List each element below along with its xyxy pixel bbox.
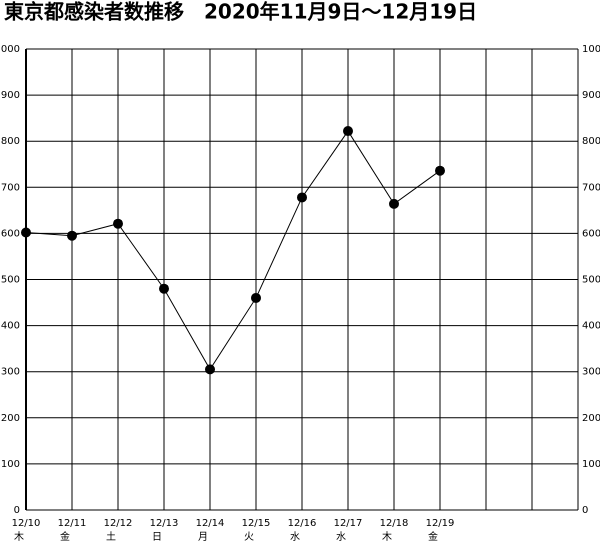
data-point xyxy=(67,230,77,241)
data-point xyxy=(113,218,123,229)
x-weekday-label: 土 xyxy=(106,530,116,542)
y-tick-label: 800 xyxy=(1,136,20,147)
x-tick-label: 12/17 xyxy=(334,518,363,529)
y-tick-label: 400 xyxy=(1,321,20,332)
y2-tick-label: 400 xyxy=(582,321,600,332)
x-tick-label: 12/16 xyxy=(288,518,317,529)
x-weekday-label: 火 xyxy=(244,531,254,542)
y-tick-label: 200 xyxy=(1,413,20,424)
x-tick-label: 12/18 xyxy=(380,518,409,529)
x-weekday-label: 水 xyxy=(290,531,300,542)
y-tick-label: 500 xyxy=(1,275,20,286)
x-tick-label: 12/12 xyxy=(104,518,133,529)
y2-tick-label: 500 xyxy=(582,275,600,286)
x-tick-label: 12/11 xyxy=(58,518,87,529)
data-point xyxy=(343,126,353,137)
y2-tick-label: 0 xyxy=(582,505,588,516)
x-tick-label: 12/10 xyxy=(12,518,41,529)
x-weekday-label: 木 xyxy=(382,531,392,542)
y2-tick-label: 900 xyxy=(582,90,600,101)
data-point xyxy=(21,227,31,238)
y-tick-label: 100 xyxy=(1,459,20,470)
x-tick-label: 12/14 xyxy=(196,518,225,529)
data-point xyxy=(205,364,215,375)
y-tick-label: 600 xyxy=(1,228,20,239)
x-weekday-label: 金 xyxy=(428,530,438,542)
y2-tick-label: 300 xyxy=(582,367,600,378)
data-point xyxy=(435,165,445,176)
x-weekday-label: 金 xyxy=(60,530,70,542)
y-tick-label: 700 xyxy=(1,182,20,193)
x-weekday-label: 水 xyxy=(336,531,346,542)
y-tick-label: 900 xyxy=(1,90,20,101)
chart-title: 東京都感染者数推移 2020年11月9日～12月19日 xyxy=(4,0,477,24)
x-weekday-label: 日 xyxy=(152,532,162,542)
y2-tick-label: 600 xyxy=(582,228,600,239)
x-tick-label: 12/13 xyxy=(150,518,179,529)
data-point xyxy=(389,198,399,209)
y2-tick-label: 100 xyxy=(582,459,600,470)
data-point xyxy=(159,283,169,294)
y-tick-label: 0 xyxy=(14,505,20,516)
data-point xyxy=(297,192,307,203)
x-weekday-label: 木 xyxy=(14,531,24,542)
y2-tick-label: 800 xyxy=(582,136,600,147)
y-tick-label: 300 xyxy=(1,367,20,378)
data-point xyxy=(251,292,261,303)
x-weekday-label: 月 xyxy=(198,531,208,542)
y-tick-label: 1000 xyxy=(0,44,20,55)
y2-tick-label: 1000 xyxy=(582,44,600,55)
x-tick-label: 12/15 xyxy=(242,518,271,529)
y2-tick-label: 700 xyxy=(582,182,600,193)
x-tick-label: 12/19 xyxy=(426,518,455,529)
y2-tick-label: 200 xyxy=(582,413,600,424)
series-line xyxy=(25,130,441,371)
